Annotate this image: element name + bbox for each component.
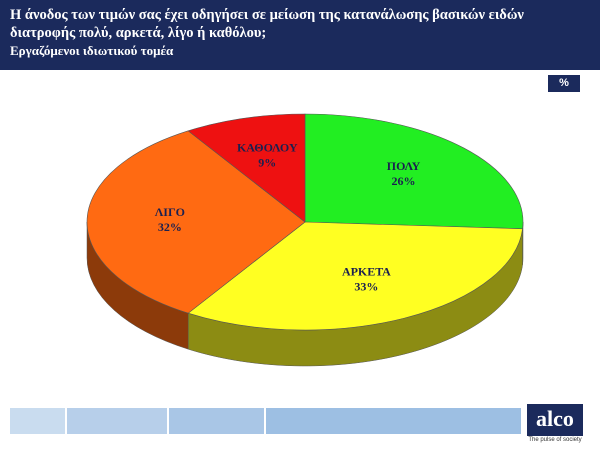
value-label: 9% xyxy=(258,156,276,170)
chart-title: Η άνοδος των τιμών σας έχει οδηγήσει σε … xyxy=(10,7,524,41)
chart-subtitle: Εργαζόμενοι ιδιωτικού τομέα xyxy=(10,43,174,58)
slice xyxy=(304,113,524,230)
slice xyxy=(86,130,306,314)
header: Η άνοδος των τιμών σας έχει οδηγήσει σε … xyxy=(0,0,600,70)
footer-bar xyxy=(266,408,521,434)
value-label: 32% xyxy=(158,220,182,234)
footer-bar xyxy=(67,408,167,434)
slice-label: ΛΙΓΟ xyxy=(155,205,185,219)
logo: alco xyxy=(527,404,583,436)
slice xyxy=(187,113,306,223)
slice-label: ΑΡΚΕΤΑ xyxy=(342,265,391,279)
slice-label: ΠΟΛΥ xyxy=(387,159,421,173)
slice-label: ΚΑΘΟΛΟΥ xyxy=(237,141,298,155)
tagline: The pulse of society xyxy=(528,437,582,443)
footer-bar xyxy=(169,408,264,434)
value-label: 26% xyxy=(392,174,416,188)
unit-badge: % xyxy=(548,75,580,92)
footer-bar xyxy=(10,408,65,434)
slice xyxy=(187,221,523,331)
value-label: 33% xyxy=(354,280,378,294)
